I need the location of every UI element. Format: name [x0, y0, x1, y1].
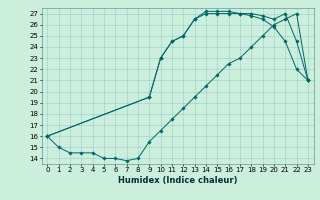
X-axis label: Humidex (Indice chaleur): Humidex (Indice chaleur)	[118, 176, 237, 185]
